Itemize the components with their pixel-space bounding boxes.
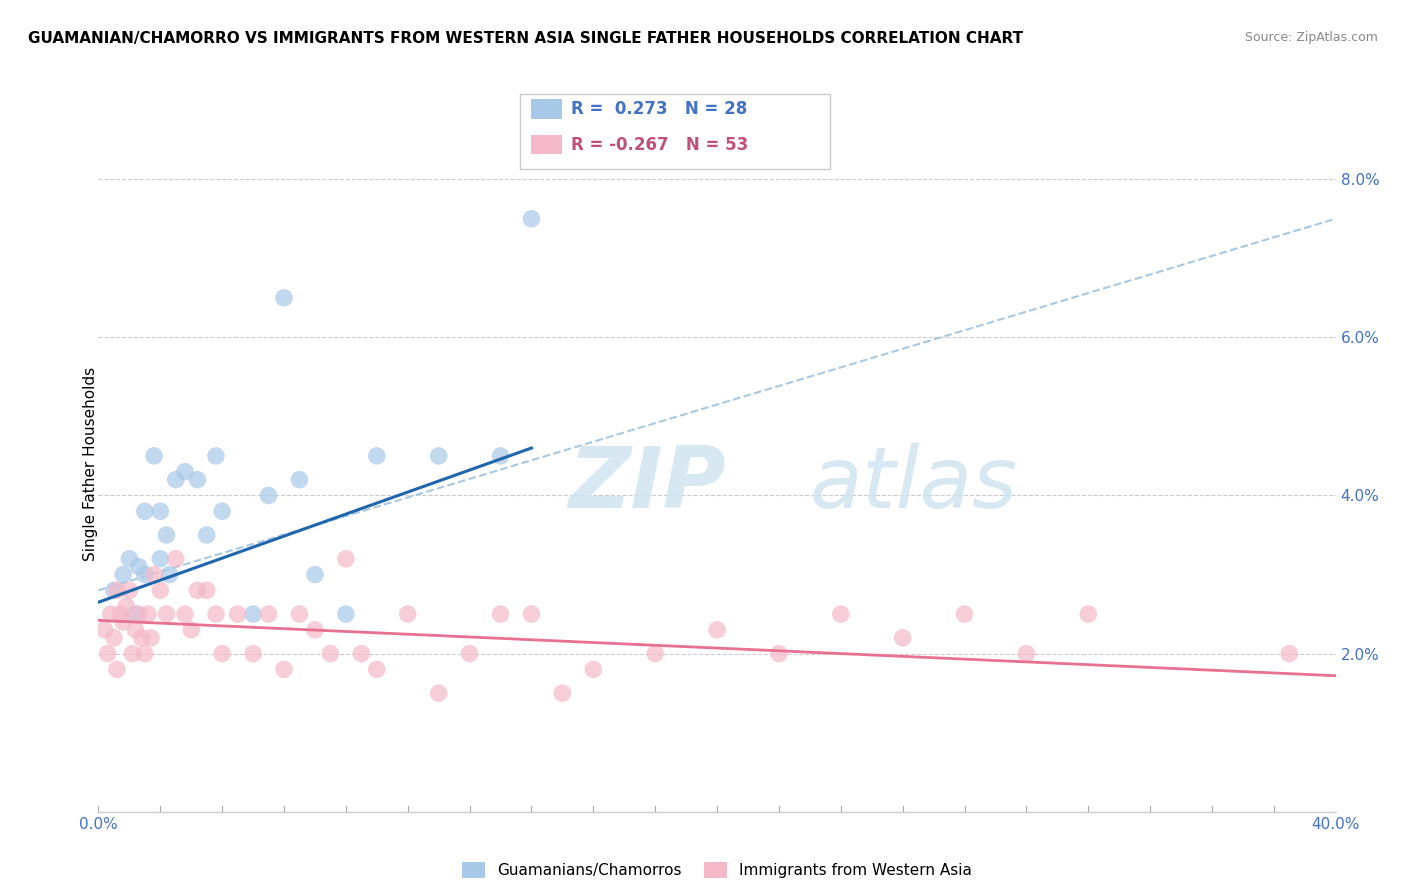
- Point: [211, 504, 233, 518]
- Point: [427, 686, 450, 700]
- Point: [273, 291, 295, 305]
- Text: GUAMANIAN/CHAMORRO VS IMMIGRANTS FROM WESTERN ASIA SINGLE FATHER HOUSEHOLDS CORR: GUAMANIAN/CHAMORRO VS IMMIGRANTS FROM WE…: [28, 31, 1024, 46]
- Point: [139, 631, 162, 645]
- Text: atlas: atlas: [810, 443, 1018, 526]
- Point: [706, 623, 728, 637]
- Point: [131, 631, 153, 645]
- Point: [273, 662, 295, 676]
- Point: [644, 647, 666, 661]
- Point: [124, 607, 146, 621]
- Point: [149, 504, 172, 518]
- Point: [159, 567, 181, 582]
- Point: [304, 567, 326, 582]
- Point: [1278, 647, 1301, 661]
- Point: [103, 631, 125, 645]
- Point: [165, 551, 187, 566]
- Point: [205, 449, 228, 463]
- Point: [115, 599, 138, 614]
- Point: [97, 647, 120, 661]
- Point: [335, 551, 357, 566]
- Point: [1077, 607, 1099, 621]
- Point: [134, 567, 156, 582]
- Point: [257, 607, 280, 621]
- Point: [582, 662, 605, 676]
- Point: [520, 211, 543, 226]
- Point: [257, 488, 280, 502]
- Point: [112, 615, 135, 629]
- Point: [165, 473, 187, 487]
- Point: [128, 559, 150, 574]
- Point: [520, 607, 543, 621]
- Point: [134, 647, 156, 661]
- Point: [195, 528, 218, 542]
- Point: [112, 567, 135, 582]
- Point: [195, 583, 218, 598]
- Point: [304, 623, 326, 637]
- Point: [288, 607, 311, 621]
- Point: [366, 449, 388, 463]
- Point: [242, 647, 264, 661]
- Point: [366, 662, 388, 676]
- Point: [149, 583, 172, 598]
- Point: [458, 647, 481, 661]
- Text: R =  0.273   N = 28: R = 0.273 N = 28: [571, 100, 747, 118]
- Point: [149, 551, 172, 566]
- Point: [128, 607, 150, 621]
- Point: [396, 607, 419, 621]
- Point: [103, 583, 125, 598]
- Point: [105, 583, 128, 598]
- Point: [93, 623, 115, 637]
- Point: [143, 449, 166, 463]
- Point: [489, 607, 512, 621]
- Point: [319, 647, 342, 661]
- Point: [118, 583, 141, 598]
- Point: [768, 647, 790, 661]
- Point: [134, 504, 156, 518]
- Point: [551, 686, 574, 700]
- Legend: Guamanians/Chamorros, Immigrants from Western Asia: Guamanians/Chamorros, Immigrants from We…: [456, 856, 979, 884]
- Point: [350, 647, 373, 661]
- Point: [205, 607, 228, 621]
- Point: [108, 607, 131, 621]
- Point: [118, 551, 141, 566]
- Point: [105, 662, 128, 676]
- Point: [242, 607, 264, 621]
- Point: [155, 607, 177, 621]
- Point: [180, 623, 202, 637]
- Point: [288, 473, 311, 487]
- Point: [143, 567, 166, 582]
- Point: [174, 607, 197, 621]
- Point: [1015, 647, 1038, 661]
- Point: [489, 449, 512, 463]
- Point: [211, 647, 233, 661]
- Text: R = -0.267   N = 53: R = -0.267 N = 53: [571, 136, 748, 153]
- Point: [335, 607, 357, 621]
- Point: [174, 465, 197, 479]
- Point: [121, 647, 143, 661]
- Point: [136, 607, 159, 621]
- Point: [124, 623, 146, 637]
- Point: [953, 607, 976, 621]
- Point: [226, 607, 249, 621]
- Text: ZIP: ZIP: [568, 443, 727, 526]
- Point: [427, 449, 450, 463]
- Point: [100, 607, 122, 621]
- Point: [186, 583, 208, 598]
- Point: [186, 473, 208, 487]
- Y-axis label: Single Father Households: Single Father Households: [83, 367, 97, 561]
- Text: Source: ZipAtlas.com: Source: ZipAtlas.com: [1244, 31, 1378, 45]
- Point: [891, 631, 914, 645]
- Point: [830, 607, 852, 621]
- Point: [155, 528, 177, 542]
